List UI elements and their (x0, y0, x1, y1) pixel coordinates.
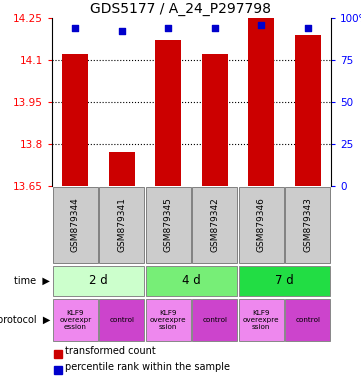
Bar (54, 350, 62, 358)
Text: GSM879346: GSM879346 (257, 197, 266, 252)
Text: GSM879342: GSM879342 (210, 198, 219, 252)
Text: control: control (202, 317, 227, 323)
Point (305, 25, 310, 31)
FancyBboxPatch shape (53, 299, 97, 341)
Text: control: control (109, 317, 134, 323)
Bar (109, 152, 135, 186)
Text: control: control (295, 317, 320, 323)
Text: GSM879345: GSM879345 (164, 197, 173, 252)
FancyBboxPatch shape (146, 266, 237, 296)
Bar (156, 40, 181, 186)
Point (72, 25, 78, 31)
Bar (62, 55, 88, 186)
Text: KLF9
overexpr
ession: KLF9 overexpr ession (59, 310, 91, 330)
FancyBboxPatch shape (53, 266, 144, 296)
FancyBboxPatch shape (99, 299, 144, 341)
Point (212, 25, 218, 31)
Text: GSM879341: GSM879341 (117, 197, 126, 252)
Text: 2 d: 2 d (89, 275, 108, 288)
Point (258, 22, 264, 28)
Point (165, 25, 171, 31)
Bar (54, 366, 62, 374)
Text: percentile rank within the sample: percentile rank within the sample (65, 362, 230, 372)
Bar (202, 55, 227, 186)
FancyBboxPatch shape (146, 299, 191, 341)
FancyBboxPatch shape (53, 187, 97, 263)
FancyBboxPatch shape (239, 187, 284, 263)
Text: time  ▶: time ▶ (14, 276, 50, 286)
FancyBboxPatch shape (239, 266, 330, 296)
FancyBboxPatch shape (146, 187, 191, 263)
Text: GSM879343: GSM879343 (303, 197, 312, 252)
FancyBboxPatch shape (286, 299, 330, 341)
Text: 4 d: 4 d (182, 275, 201, 288)
Text: protocol  ▶: protocol ▶ (0, 315, 50, 325)
Bar (295, 35, 321, 186)
Text: GDS5177 / A_24_P297798: GDS5177 / A_24_P297798 (90, 2, 271, 16)
Text: transformed count: transformed count (65, 346, 156, 356)
Text: 7 d: 7 d (275, 275, 294, 288)
FancyBboxPatch shape (286, 187, 330, 263)
Text: KLF9
overexpre
ssion: KLF9 overexpre ssion (243, 310, 279, 330)
Text: KLF9
overexpre
ssion: KLF9 overexpre ssion (150, 310, 187, 330)
Text: GSM879344: GSM879344 (71, 198, 80, 252)
FancyBboxPatch shape (99, 187, 144, 263)
FancyBboxPatch shape (192, 299, 237, 341)
FancyBboxPatch shape (192, 187, 237, 263)
Point (119, 28, 125, 35)
Bar (248, 17, 274, 186)
FancyBboxPatch shape (239, 299, 284, 341)
